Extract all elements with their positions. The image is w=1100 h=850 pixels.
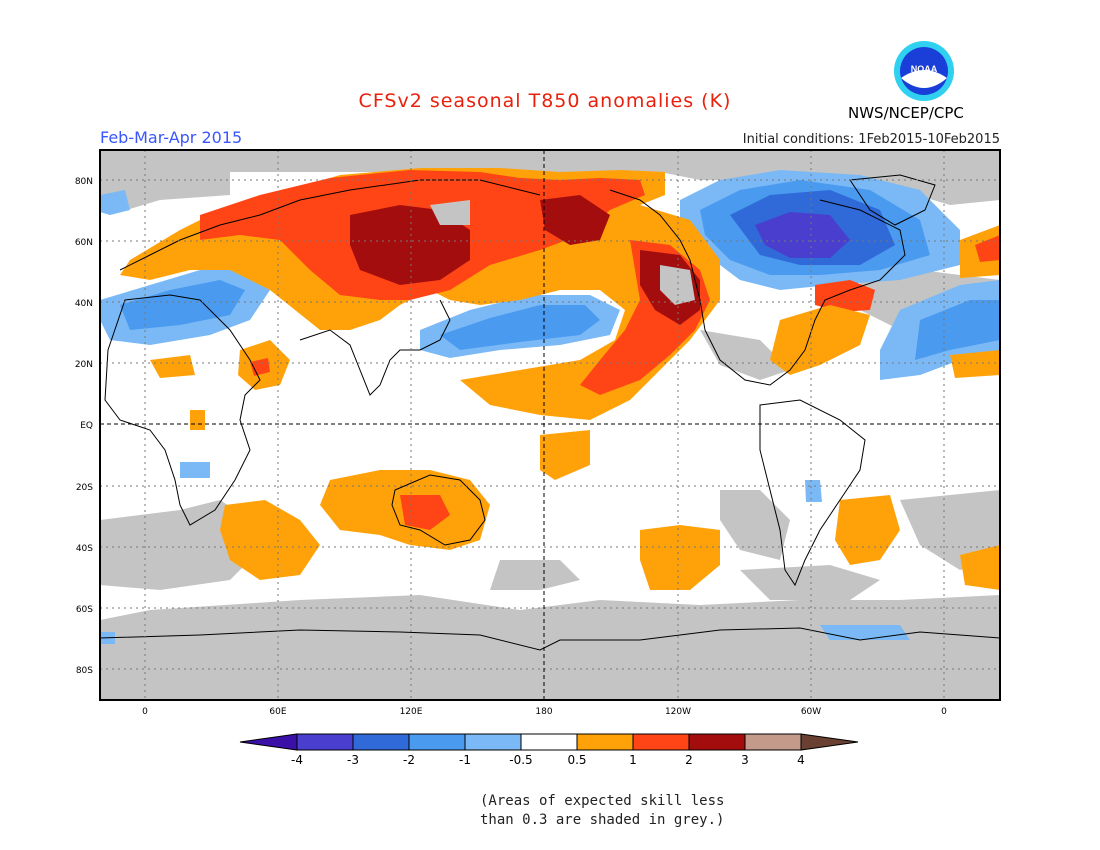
colorbar-arrow-high	[800, 733, 859, 751]
equator-dateline	[100, 150, 1000, 700]
colorbar-arrow-low	[239, 733, 298, 751]
skill-note: (Areas of expected skill less than 0.3 a…	[480, 792, 724, 830]
colorbar-bin	[688, 733, 746, 751]
lon-label: 60E	[269, 707, 286, 717]
colorbar: -4 -3 -2 -1 -0.5 0.5 1 2 3 4	[239, 733, 859, 767]
colorbar-tick-label: 1	[629, 753, 637, 767]
season-label: Feb-Mar-Apr 2015	[100, 128, 243, 147]
colorbar-tick-label: -3	[347, 753, 359, 767]
skill-note-line-2: than 0.3 are shaded in grey.)	[480, 812, 725, 828]
latitude-labels: 80N 60N 40N 20N EQ 20S 40S 60S 80S	[75, 177, 93, 676]
lon-label: 0	[941, 707, 947, 717]
lat-label: 60S	[76, 605, 93, 615]
graticule	[100, 150, 1000, 700]
initial-conditions-label: Initial conditions: 1Feb2015-10Feb2015	[742, 132, 1000, 147]
colorbar-tick-label: 4	[797, 753, 805, 767]
colorbar-bin	[632, 733, 690, 751]
lat-label: 20N	[75, 360, 93, 370]
lat-label: 80N	[75, 177, 93, 187]
colorbar-tick-label: 3	[741, 753, 749, 767]
lat-label: 20S	[76, 483, 93, 493]
map-frame	[99, 149, 1001, 701]
noaa-logo: NOAA	[894, 41, 954, 101]
lat-label: 80S	[76, 666, 93, 676]
colorbar-bin	[408, 733, 466, 751]
colorbar-tick-label: 0.5	[567, 753, 586, 767]
lat-label: EQ	[80, 421, 93, 431]
colorbar-bin	[296, 733, 354, 751]
colorbar-tick-label: 2	[685, 753, 693, 767]
map-title: CFSv2 seasonal T850 anomalies (K)	[358, 90, 732, 112]
noaa-logo-text: NOAA	[911, 64, 938, 74]
colorbar-bin	[744, 733, 802, 751]
map-field	[100, 150, 1000, 700]
longitude-labels: 0 60E 120E 180 120W 60W 0	[142, 707, 947, 717]
colorbar-bin	[464, 733, 522, 751]
agency-label: NWS/NCEP/CPC	[848, 104, 964, 122]
lon-label: 180	[535, 707, 552, 717]
colorbar-tick-label: -2	[403, 753, 415, 767]
colorbar-bin	[520, 733, 578, 751]
lon-label: 0	[142, 707, 148, 717]
colorbar-tick-label: -4	[291, 753, 303, 767]
colorbar-bin	[352, 733, 410, 751]
lat-label: 40N	[75, 299, 93, 309]
lon-label: 120E	[400, 707, 423, 717]
coastlines	[100, 174, 1000, 651]
lon-label: 60W	[801, 707, 821, 717]
colorbar-bin	[576, 733, 634, 751]
lat-label: 40S	[76, 544, 93, 554]
lon-label: 120W	[665, 707, 691, 717]
colorbar-tick-label: -1	[459, 753, 471, 767]
colorbar-tick-label: -0.5	[509, 753, 532, 767]
warm-anomalies	[120, 168, 1000, 590]
skill-note-line-1: (Areas of expected skill less	[480, 793, 725, 809]
lat-label: 60N	[75, 238, 93, 248]
